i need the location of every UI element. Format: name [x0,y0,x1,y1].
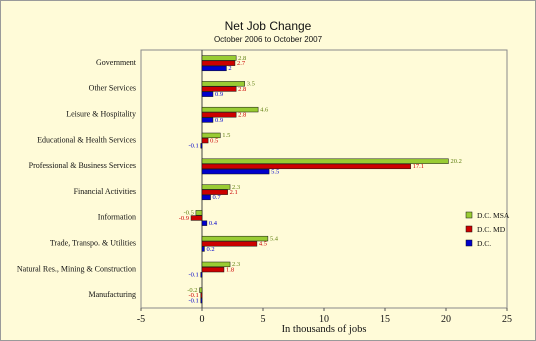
legend-label: D.C. MD [477,225,506,234]
bar [201,65,227,72]
data-label: 1.5 [222,132,230,139]
legend-label: D.C. MSA [477,211,510,220]
data-label: 17.1 [413,163,424,170]
bar [190,215,203,221]
category-labels-group: Government Other Services Leisure & Hospit… [17,58,137,299]
data-label: 2.8 [238,55,246,62]
bar [201,132,221,139]
legend-swatch [465,211,473,219]
data-label: 0.5 [210,137,218,144]
data-label: 0.4 [209,220,218,227]
x-tick-label: 20 [441,314,451,325]
legend-label: D.C. [477,239,491,248]
bar [201,86,237,92]
bar [201,163,411,170]
data-labels-group: 2.82.723.52.80.94.62.80.91.50.5-0.120.21… [179,55,462,305]
bar [200,292,203,299]
bar [201,137,209,144]
x-tick-label: 10 [319,314,329,325]
legend-swatch [465,225,473,233]
category-label: Trade, Transpo. & Utilities [50,239,136,248]
data-label: 4.6 [260,106,269,113]
bar [200,143,203,149]
bar [201,194,211,201]
bar [201,168,270,175]
bar [201,112,237,118]
data-label: 2.3 [232,184,240,191]
data-label: 2.8 [238,112,246,119]
data-label: 20.2 [450,158,461,165]
bar [201,241,258,247]
category-label: Professional & Business Services [29,161,136,170]
bar [201,261,231,268]
data-label: 3.5 [247,81,255,88]
x-tick-label: 15 [380,314,390,325]
category-label: Manufacturing [88,290,136,299]
legend-swatch [465,239,473,247]
data-label: -0.5 [184,210,194,217]
bar [199,287,203,293]
plot-area [140,49,508,309]
x-tick-label: 5 [261,314,266,325]
data-label: -0.9 [179,215,189,222]
data-label: -0.2 [187,287,197,294]
category-label: Leisure & Hospitality [66,110,136,119]
bar [201,246,205,252]
data-label: 0.2 [206,246,214,253]
bar [201,266,225,273]
bar [201,60,236,66]
data-label: 2.7 [237,60,246,67]
category-label: Information [98,213,136,222]
bar [201,55,237,61]
bar [201,235,269,242]
data-label: -0.1 [188,272,198,279]
data-label: 2.8 [238,86,246,93]
data-label: -0.1 [188,292,198,299]
data-label: 2 [228,65,231,72]
data-label: -0.1 [188,297,198,304]
bar [200,272,203,278]
chart-title: Net Job Change [224,19,312,33]
bar [201,158,449,164]
gridlines [140,308,508,311]
bar [201,106,259,113]
bar [200,297,203,304]
bars-group [190,55,449,304]
bar [201,91,214,97]
data-label: 5.5 [271,168,279,175]
data-label: 5.4 [270,235,279,242]
x-tick-label: 0 [200,314,205,325]
data-label: 2.3 [232,261,240,268]
bar [201,117,214,123]
legend: D.C. MSA D.C. MD D.C. [465,211,510,248]
data-label: 2.1 [230,189,238,196]
category-label: Other Services [89,84,136,93]
data-label: -0.1 [188,143,198,150]
data-label: 4.5 [259,241,267,248]
bar [201,220,208,226]
x-tick-labels-group: -5 0 5 10 15 20 25 [137,314,512,325]
x-tick-label: -5 [137,314,145,325]
bar [195,210,203,216]
category-label: Natural Res., Mining & Construction [17,264,136,273]
data-label: 1.8 [226,266,234,273]
x-axis-label: In thousands of jobs [282,324,367,335]
data-label: 0.7 [213,194,222,201]
data-label: 0.9 [215,91,223,98]
category-label: Government [96,58,137,67]
x-tick-label: 25 [502,314,512,325]
bar [201,81,245,87]
bar [201,184,231,190]
bar [201,189,228,195]
chart-subtitle: October 2006 to October 2007 [213,35,323,44]
data-label: 0.9 [215,117,223,124]
category-label: Financial Activities [74,187,136,196]
category-label: Educational & Health Services [37,135,136,144]
